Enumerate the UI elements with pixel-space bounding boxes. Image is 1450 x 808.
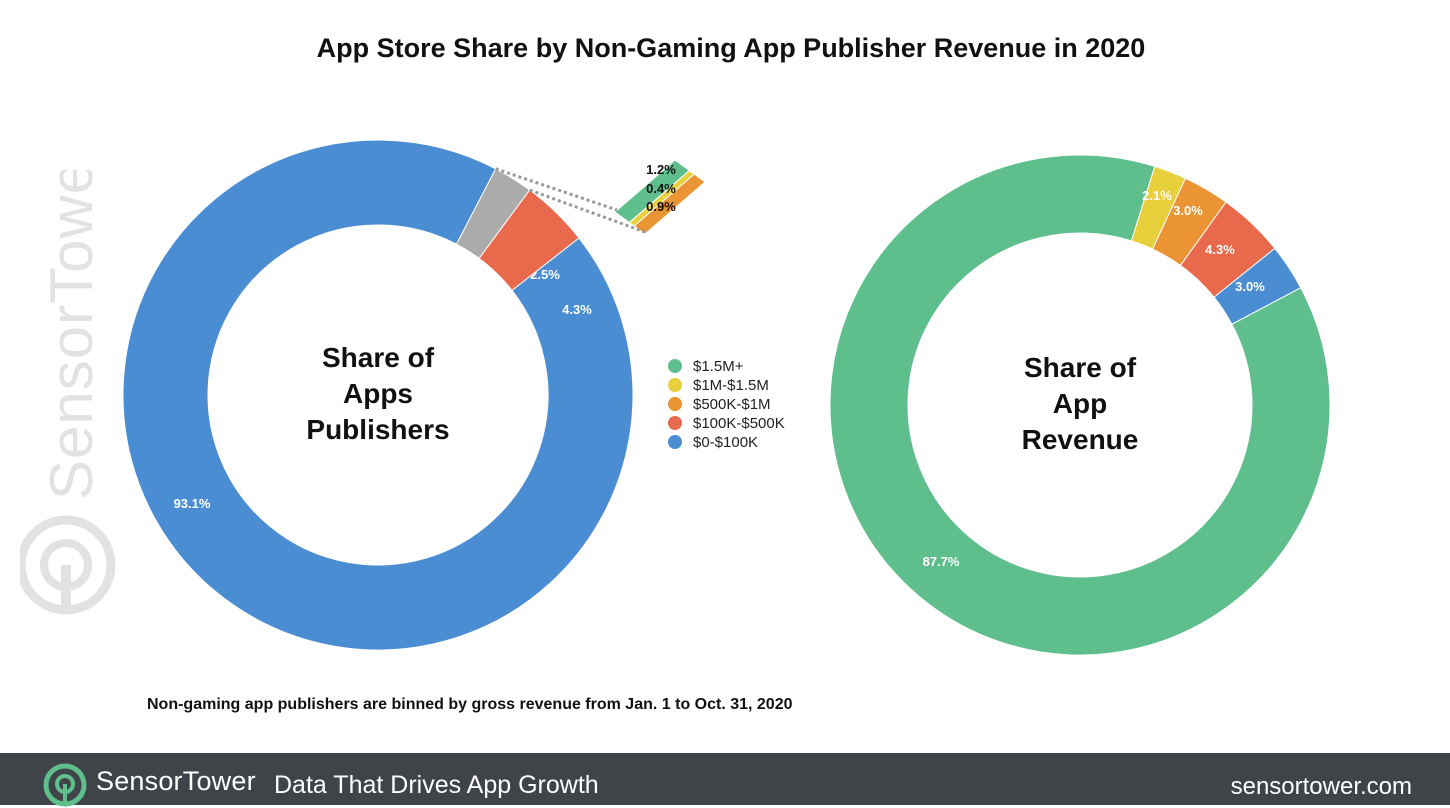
- breakout-label-1m-1-5m: 0.4%: [646, 181, 676, 196]
- watermark-logo-icon: [20, 515, 116, 615]
- center-label-line: Apps: [343, 378, 413, 409]
- slice-label-100k-500k: 4.3%: [562, 302, 592, 317]
- legend-item-1m-1-5m: $1M-$1.5M: [668, 377, 769, 394]
- legend-marker: [668, 435, 682, 449]
- slice-1-5m: [829, 154, 1331, 656]
- center-label-line: App: [1053, 388, 1107, 419]
- legend-marker: [668, 359, 682, 373]
- slice-0-100k: [1213, 247, 1302, 325]
- legend-marker: [668, 378, 682, 392]
- breakout-bar: 1.2% 0.4% 0.9%: [614, 159, 706, 235]
- legend-item-100k-500k: $100K-$500K: [668, 415, 785, 432]
- slice-label-100k-500k: 4.3%: [1205, 242, 1235, 257]
- legend-item-1-5m: $1.5M+: [668, 358, 744, 375]
- center-label-line: Share of: [322, 342, 435, 373]
- legend-marker: [668, 416, 682, 430]
- center-label-line: Share of: [1024, 352, 1137, 383]
- brand-name[interactable]: SensorTower: [96, 766, 256, 796]
- watermark-text: SensorTower: [38, 170, 105, 500]
- slice-label-500k-1m: 3.0%: [1173, 203, 1203, 218]
- breakout-connector: [529, 188, 646, 234]
- sensortower-watermark: SensorTower: [20, 170, 116, 615]
- legend-label: $0-$100K: [693, 434, 758, 451]
- slice-label-1-5m: 87.7%: [923, 554, 960, 569]
- website-link[interactable]: sensortower.com: [1230, 773, 1412, 800]
- footer-bar: SensorTower Data That Drives App Growth …: [0, 753, 1450, 808]
- slice-0-100k: [122, 139, 634, 651]
- center-label-line: Revenue: [1022, 424, 1139, 455]
- legend-item-500k-1m: $500K-$1M: [668, 396, 771, 413]
- slice-label-0-100k: 93.1%: [174, 496, 211, 511]
- legend-label: $100K-$500K: [693, 415, 785, 432]
- legend-marker: [668, 397, 682, 411]
- slice-label-1m-1-5m: 2.1%: [1142, 188, 1172, 203]
- footnote: Non-gaming app publishers are binned by …: [147, 696, 793, 713]
- chart-title: App Store Share by Non-Gaming App Publis…: [316, 33, 1146, 63]
- legend-label: $1.5M+: [693, 358, 744, 375]
- legend-label: $500K-$1M: [693, 396, 771, 413]
- breakout-segment: 1.2% 0.4% 0.9%: [495, 159, 706, 235]
- slice-100k-500k: [478, 189, 580, 292]
- center-label-line: Publishers: [306, 414, 449, 445]
- sensortower-logo-icon[interactable]: [42, 762, 88, 808]
- slice-label-0-100k: 3.0%: [1235, 279, 1265, 294]
- legend-label: $1M-$1.5M: [693, 377, 769, 394]
- breakout-label-500k-1m: 0.9%: [646, 199, 676, 214]
- legend-item-0-100k: $0-$100K: [668, 434, 758, 451]
- breakout-label-1-5m: 1.2%: [646, 162, 676, 177]
- legend: $1.5M+ $1M-$1.5M $500K-$1M $100K-$500K $0-$1…: [668, 358, 785, 451]
- breakout-segment-500k-1m: [633, 173, 706, 235]
- tagline: Data That Drives App Growth: [274, 771, 599, 799]
